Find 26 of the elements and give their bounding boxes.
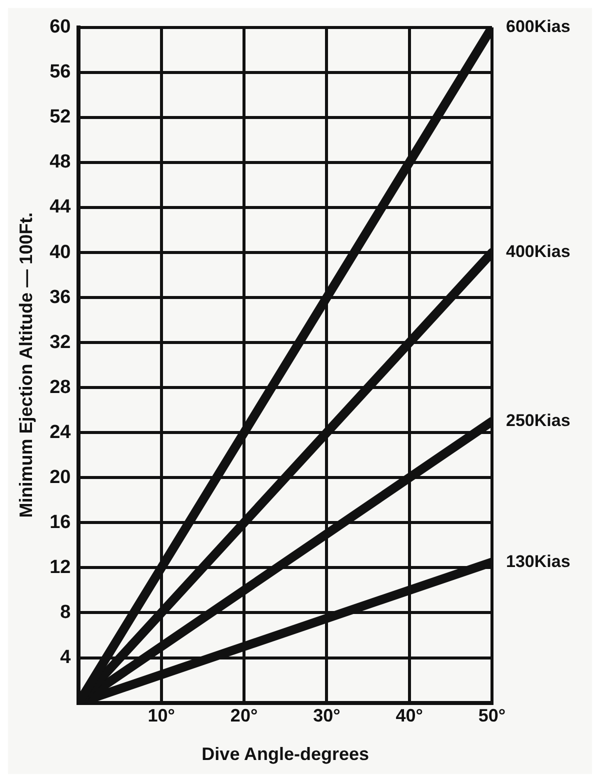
series-label: 130Kias <box>506 552 570 571</box>
series-label: 250Kias <box>506 411 570 430</box>
x-tick-label: 10° <box>148 706 176 726</box>
y-tick-label: 16 <box>50 512 71 533</box>
y-tick-label: 52 <box>50 106 71 128</box>
y-tick-label: 40 <box>50 242 71 263</box>
y-tick-label: 36 <box>50 286 71 308</box>
series-label: 400Kias <box>506 242 570 262</box>
y-tick-label: 60 <box>50 16 71 38</box>
y-tick-label: 12 <box>50 556 71 578</box>
x-axis-title: Dive Angle-degrees <box>202 744 370 764</box>
x-tick-label: 40° <box>396 706 423 726</box>
y-tick-label: 24 <box>50 422 72 443</box>
x-tick-label: 50° <box>478 706 506 726</box>
y-tick-label: 44 <box>50 196 72 218</box>
y-tick-label: 20 <box>50 466 71 488</box>
y-tick-label: 56 <box>50 62 71 83</box>
series-label: 600Kias <box>506 17 570 36</box>
y-tick-label: 48 <box>50 152 71 173</box>
x-tick-label: 20° <box>230 706 258 726</box>
y-tick-label: 28 <box>50 376 71 398</box>
y-tick-label: 4 <box>60 647 72 668</box>
y-tick-label: 32 <box>50 332 71 353</box>
x-tick-label: 30° <box>313 706 340 726</box>
y-tick-label: 8 <box>60 602 71 623</box>
y-axis-title: Minimum Ejection Altitude — 100Ft. <box>16 212 36 518</box>
